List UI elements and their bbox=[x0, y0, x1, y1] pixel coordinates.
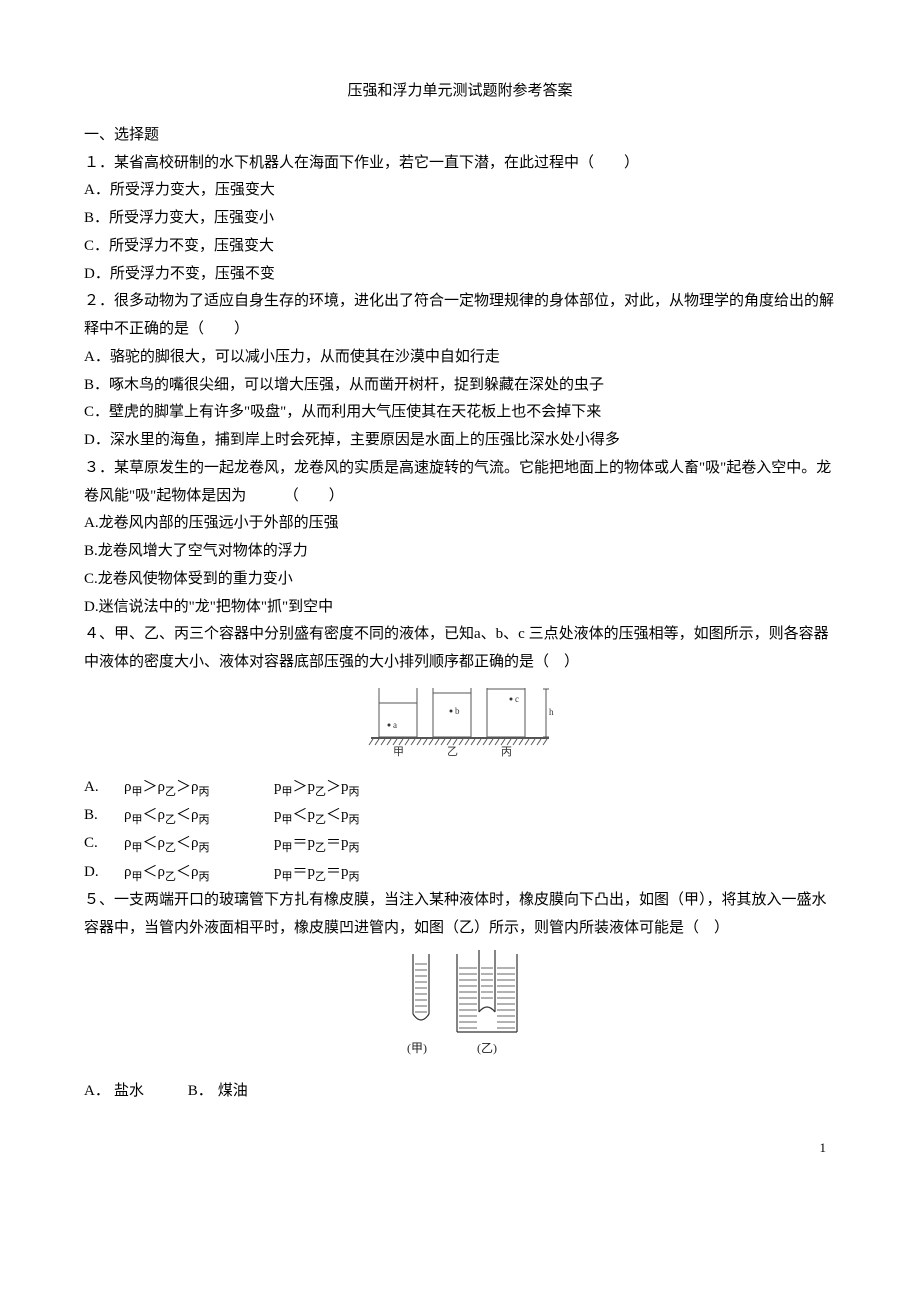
svg-text:b: b bbox=[455, 706, 460, 716]
q1-opt-b: B．所受浮力变大，压强变小 bbox=[84, 205, 836, 233]
page-number: 1 bbox=[84, 1136, 836, 1160]
q3-opt-d: D.迷信说法中的"龙"把物体"抓"到空中 bbox=[84, 594, 836, 622]
q2-opt-c: C．壁虎的脚掌上有许多"吸盘"，从而利用大气压使其在天花板上也不会掉下来 bbox=[84, 399, 836, 427]
q4-opt-row: C.ρ甲＜ρ乙＜ρ丙p甲＝p乙＝p丙 bbox=[84, 830, 836, 858]
q3-stem: ３．某草原发生的一起龙卷风，龙卷风的实质是高速旋转的气流。它能把地面上的物体或人… bbox=[84, 455, 836, 511]
svg-text:h: h bbox=[549, 707, 554, 717]
q5-opt-a-text: 盐水 bbox=[114, 1078, 184, 1106]
svg-text:c: c bbox=[515, 694, 519, 704]
page: 压强和浮力单元测试题附参考答案 一、选择题 １．某省高校研制的水下机器人在海面下… bbox=[0, 0, 920, 1200]
q4-opt-rho: ρ甲＞ρ乙＞ρ丙 bbox=[124, 774, 274, 802]
q4-opt-label: A. bbox=[84, 774, 124, 802]
q3-opt-a: A.龙卷风内部的压强远小于外部的压强 bbox=[84, 510, 836, 538]
q1-stem: １．某省高校研制的水下机器人在海面下作业，若它一直下潜，在此过程中（ ） bbox=[84, 150, 836, 178]
q2-opt-d: D．深水里的海鱼，捕到岸上时会死掉，主要原因是水面上的压强比深水处小得多 bbox=[84, 427, 836, 455]
q2-stem: ２．很多动物为了适应自身生存的环境，进化出了符合一定物理规律的身体部位，对此，从… bbox=[84, 288, 836, 344]
q5-opt-b-text: 煤油 bbox=[218, 1078, 288, 1106]
q5-options: A．盐水 B．煤油 bbox=[84, 1078, 836, 1106]
svg-text:丙: 丙 bbox=[501, 746, 512, 758]
q4-opt-label: B. bbox=[84, 802, 124, 830]
svg-text:甲: 甲 bbox=[393, 746, 404, 758]
q4-opt-rho: ρ甲＜ρ乙＜ρ丙 bbox=[124, 802, 274, 830]
section-heading: 一、选择题 bbox=[84, 122, 836, 150]
q4-opt-p: p甲＝p乙＝p丙 bbox=[274, 830, 360, 858]
q4-svg: a b c h 甲 乙 丙 bbox=[365, 683, 555, 761]
q3-opt-c: C.龙卷风使物体受到的重力变小 bbox=[84, 566, 836, 594]
q4-opt-rho: ρ甲＜ρ乙＜ρ丙 bbox=[124, 859, 274, 887]
q4-options: A.ρ甲＞ρ乙＞ρ丙p甲＞p乙＞p丙B.ρ甲＜ρ乙＜ρ丙p甲＜p乙＜p丙C.ρ甲… bbox=[84, 774, 836, 887]
q1-opt-a: A．所受浮力变大，压强变大 bbox=[84, 177, 836, 205]
q5-svg: (甲) (乙) bbox=[385, 948, 535, 1063]
q3-opt-b: B.龙卷风增大了空气对物体的浮力 bbox=[84, 538, 836, 566]
q4-opt-rho: ρ甲＜ρ乙＜ρ丙 bbox=[124, 830, 274, 858]
svg-text:(乙): (乙) bbox=[477, 1041, 497, 1055]
document-title: 压强和浮力单元测试题附参考答案 bbox=[84, 78, 836, 106]
q4-stem: ４、甲、乙、丙三个容器中分别盛有密度不同的液体，已知a、b、c 三点处液体的压强… bbox=[84, 621, 836, 677]
svg-text:乙: 乙 bbox=[447, 745, 458, 758]
q2-opt-b: B．啄木鸟的嘴很尖细，可以增大压强，从而凿开树杆，捉到躲藏在深处的虫子 bbox=[84, 372, 836, 400]
q2-opt-a: A．骆驼的脚很大，可以减小压力，从而使其在沙漠中自如行走 bbox=[84, 344, 836, 372]
q5-opt-b-label: B． bbox=[188, 1078, 218, 1106]
q4-opt-row: D.ρ甲＜ρ乙＜ρ丙p甲＝p乙＝p丙 bbox=[84, 859, 836, 887]
q4-opt-p: p甲＜p乙＜p丙 bbox=[274, 802, 360, 830]
q4-opt-row: A.ρ甲＞ρ乙＞ρ丙p甲＞p乙＞p丙 bbox=[84, 774, 836, 802]
q5-figure: (甲) (乙) bbox=[84, 948, 836, 1074]
q4-opt-row: B.ρ甲＜ρ乙＜ρ丙p甲＜p乙＜p丙 bbox=[84, 802, 836, 830]
q4-opt-p: p甲＞p乙＞p丙 bbox=[274, 774, 360, 802]
q4-opt-label: C. bbox=[84, 830, 124, 858]
svg-text:a: a bbox=[393, 720, 397, 730]
q5-stem: ５、一支两端开口的玻璃管下方扎有橡皮膜，当注入某种液体时，橡皮膜向下凸出，如图（… bbox=[84, 887, 836, 943]
q1-opt-d: D．所受浮力不变，压强不变 bbox=[84, 261, 836, 289]
q1-opt-c: C．所受浮力不变，压强变大 bbox=[84, 233, 836, 261]
svg-text:(甲): (甲) bbox=[407, 1041, 427, 1055]
q4-figure: a b c h 甲 乙 丙 bbox=[84, 683, 836, 772]
q4-opt-label: D. bbox=[84, 859, 124, 887]
q4-opt-p: p甲＝p乙＝p丙 bbox=[274, 859, 360, 887]
q5-opt-a-label: A． bbox=[84, 1078, 114, 1106]
